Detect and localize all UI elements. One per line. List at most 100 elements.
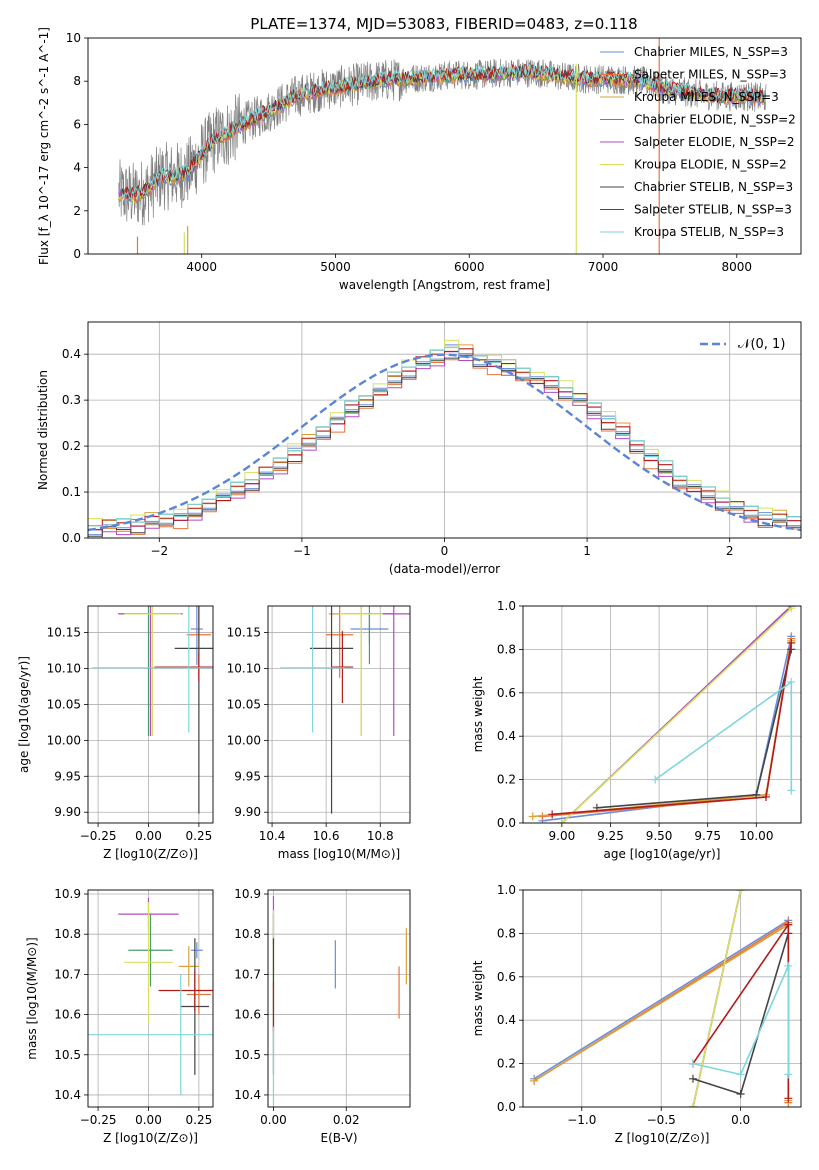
y-tick-label: 0.2 (497, 1057, 516, 1071)
y-tick-label: 8 (73, 74, 81, 88)
x-tick-label: 1 (583, 544, 591, 558)
x-tick-label: 0.00 (260, 1113, 287, 1127)
y-tick-label: 10.5 (54, 1048, 81, 1062)
mass-vs-Z-panel: −0.25 0.00 0.25 10.4 10.5 10.6 10.7 10.8 10.9 Z [… (25, 887, 214, 1145)
errorbar-point (174, 606, 213, 814)
x-tick-label: −1 (293, 544, 311, 558)
axes-frame (87, 889, 214, 1108)
weight-marker (787, 638, 796, 647)
x-tick-label: 0.02 (333, 1113, 360, 1127)
weight-marker (787, 786, 796, 795)
y-tick-label: 10.10 (227, 662, 261, 676)
legend-label: Kroupa MILES, N_SSP=3 (634, 90, 779, 104)
y-tick-label: 0 (73, 247, 81, 261)
plot-area (118, 38, 767, 254)
y-tick-label: 10.7 (234, 967, 261, 981)
y-tick-label: 10.6 (54, 1008, 81, 1022)
x-tick-label: 9.50 (646, 829, 673, 843)
axes-frame (522, 889, 802, 1108)
y-tick-label: 4 (73, 161, 81, 175)
y-tick-label: 10.05 (47, 697, 81, 711)
x-tick-label: 0.25 (186, 1113, 213, 1127)
weight-marker (688, 1074, 697, 1083)
y-tick-label: 0.4 (62, 347, 81, 361)
axes-frame (522, 605, 802, 824)
x-tick-label: 0.00 (135, 829, 162, 843)
y-tick-label: 10.10 (47, 662, 81, 676)
hist-step-chabrier-stelib (88, 354, 801, 537)
age-vs-mass-panel: 10.4 10.6 10.8 9.90 9.95 10.00 10.05 10.10 10.15… (227, 605, 411, 861)
plot-area (88, 339, 801, 538)
legend-label: Chabrier ELODIE, N_SSP=2 (634, 113, 796, 127)
x-tick-label: 7000 (588, 260, 619, 274)
x-tick-label: 5000 (320, 260, 351, 274)
y-axis-label: Flux [f_λ 10^-17 erg cm^-2 s^-1 A^-1] (37, 27, 51, 265)
y-axis-label: mass weight (471, 676, 485, 752)
residuals-panel: −2 −1 0 1 2 0.0 0.1 0.2 0.3 0.4 (data-model)/error… (36, 321, 802, 576)
axes-frame (87, 321, 802, 539)
weight-marker (784, 1070, 793, 1079)
y-axis-label: mass weight (471, 960, 485, 1036)
x-tick-label: 10.00 (739, 829, 773, 843)
x-tick-label: 0.00 (135, 1113, 162, 1127)
axes-frame (87, 605, 214, 824)
x-tick-label: 0.0 (731, 1113, 750, 1127)
weight-marker (528, 812, 537, 821)
plot-area (280, 606, 410, 814)
x-tick-label: 8000 (722, 260, 753, 274)
y-tick-label: 10.8 (234, 927, 261, 941)
axes-frame (267, 889, 411, 1108)
y-tick-label: 10.7 (54, 967, 81, 981)
x-tick-label: −1.0 (567, 1113, 596, 1127)
hist-step-kroupa-stelib (88, 347, 801, 528)
x-axis-label: age [log10(age/yr)] (604, 847, 721, 861)
x-axis-label: wavelength [Angstrom, rest frame] (339, 278, 550, 292)
gaussian-legend-label: 𝒩(0, 1) (738, 337, 785, 352)
errorbar-point (190, 606, 203, 665)
y-axis-label: Normed distribution (36, 370, 50, 490)
hist-step-salpeter-stelib (88, 348, 801, 531)
errorbar-point (186, 974, 211, 1015)
y-tick-label: 0.0 (62, 531, 81, 545)
y-tick-label: 10.15 (227, 626, 261, 640)
y-tick-label: 10.6 (234, 1008, 261, 1022)
spectrum-legend: Chabrier MILES, N_SSP=3 Salpeter MILES, N… (600, 45, 796, 239)
age-vs-Z-panel: −0.25 0.00 0.25 9.90 9.95 10.00 10.05 10.10 10.1… (17, 605, 214, 861)
x-tick-label: 0.25 (186, 829, 213, 843)
x-tick-label: 10.8 (367, 829, 394, 843)
y-tick-label: 0.6 (497, 686, 516, 700)
y-tick-label: 10.05 (227, 697, 261, 711)
y-tick-label: 10 (66, 31, 81, 45)
x-axis-label: mass [log10(M/M⊙)] (278, 847, 400, 861)
y-axis-label: mass [log10(M/M⊙)] (25, 937, 39, 1059)
weight-marker (651, 775, 660, 784)
x-tick-label: 0 (441, 544, 449, 558)
legend-label: Chabrier STELIB, N_SSP=3 (634, 180, 793, 194)
errorbar-point (124, 606, 181, 737)
errorbar-point (128, 914, 173, 987)
errorbar-point (88, 974, 213, 1095)
errorbar-point (92, 606, 213, 733)
weight-line-kroupa-elodie (561, 607, 792, 823)
plot-area (88, 898, 213, 1095)
x-tick-label: 6000 (454, 260, 485, 274)
weight-marker (784, 961, 793, 970)
mass-vs-ebv-panel: 0.00 0.02 10.4 10.5 10.6 10.7 10.8 10.9 E(B-V) (234, 887, 411, 1145)
y-tick-label: 0.4 (497, 1013, 516, 1027)
y-tick-label: 0.3 (62, 393, 81, 407)
y-tick-label: 9.90 (54, 805, 81, 819)
legend-label: Kroupa ELODIE, N_SSP=2 (634, 158, 787, 172)
x-axis-label: Z [log10(Z/Z⊙)] (615, 1131, 710, 1145)
y-tick-label: 10.8 (54, 927, 81, 941)
weight-marker (736, 1089, 745, 1098)
x-tick-label: 9.00 (549, 829, 576, 843)
weight-line-kroupa-stelib (692, 965, 790, 1076)
axes-frame (267, 605, 411, 824)
weight-marker (784, 920, 793, 929)
plot-area (272, 896, 407, 1107)
x-tick-label: 9.25 (597, 829, 624, 843)
legend-label: Salpeter ELODIE, N_SSP=2 (634, 135, 795, 149)
y-tick-label: 10.00 (47, 733, 81, 747)
plot-area (92, 606, 213, 814)
weight-line-kroupa-elodie (692, 890, 742, 1107)
